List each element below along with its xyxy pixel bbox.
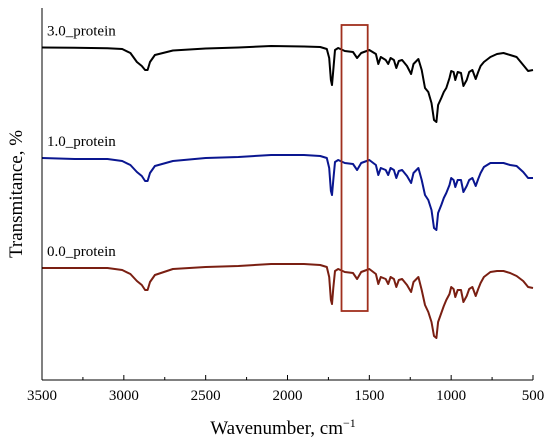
x-tick-label-3500: 3500 <box>27 388 57 404</box>
series-label-0.0_protein: 0.0_protein <box>47 244 116 260</box>
series-line-0.0_protein <box>42 263 534 339</box>
series-line-3.0_protein <box>41 45 534 123</box>
plot-layer: 3.0_protein 1.0_protein 0.0_protein <box>41 24 534 339</box>
x-tick-label-1500: 1500 <box>354 388 384 404</box>
highlight-region <box>340 24 369 312</box>
x-tick-label-2500: 2500 <box>191 388 221 404</box>
series-label-1.0_protein: 1.0_protein <box>47 134 116 150</box>
series-label-3.0_protein: 3.0_protein <box>47 24 116 40</box>
x-tick-label-3000: 3000 <box>109 388 139 404</box>
x-tick-label-1000: 1000 <box>436 388 466 404</box>
y-axis-title: Transmitance, % <box>6 130 27 258</box>
x-axis-title-superscript: −1 <box>343 416 356 430</box>
x-tick-label-500: 500 <box>522 388 545 404</box>
x-axis-title: Wavenumber, cm−1 <box>210 416 356 439</box>
series-line-1.0_protein <box>41 154 533 231</box>
x-ticks: 3500 3000 2500 2000 1500 1000 500 <box>27 375 544 404</box>
axes-layer <box>41 8 533 381</box>
x-tick-label-2000: 2000 <box>273 388 303 404</box>
